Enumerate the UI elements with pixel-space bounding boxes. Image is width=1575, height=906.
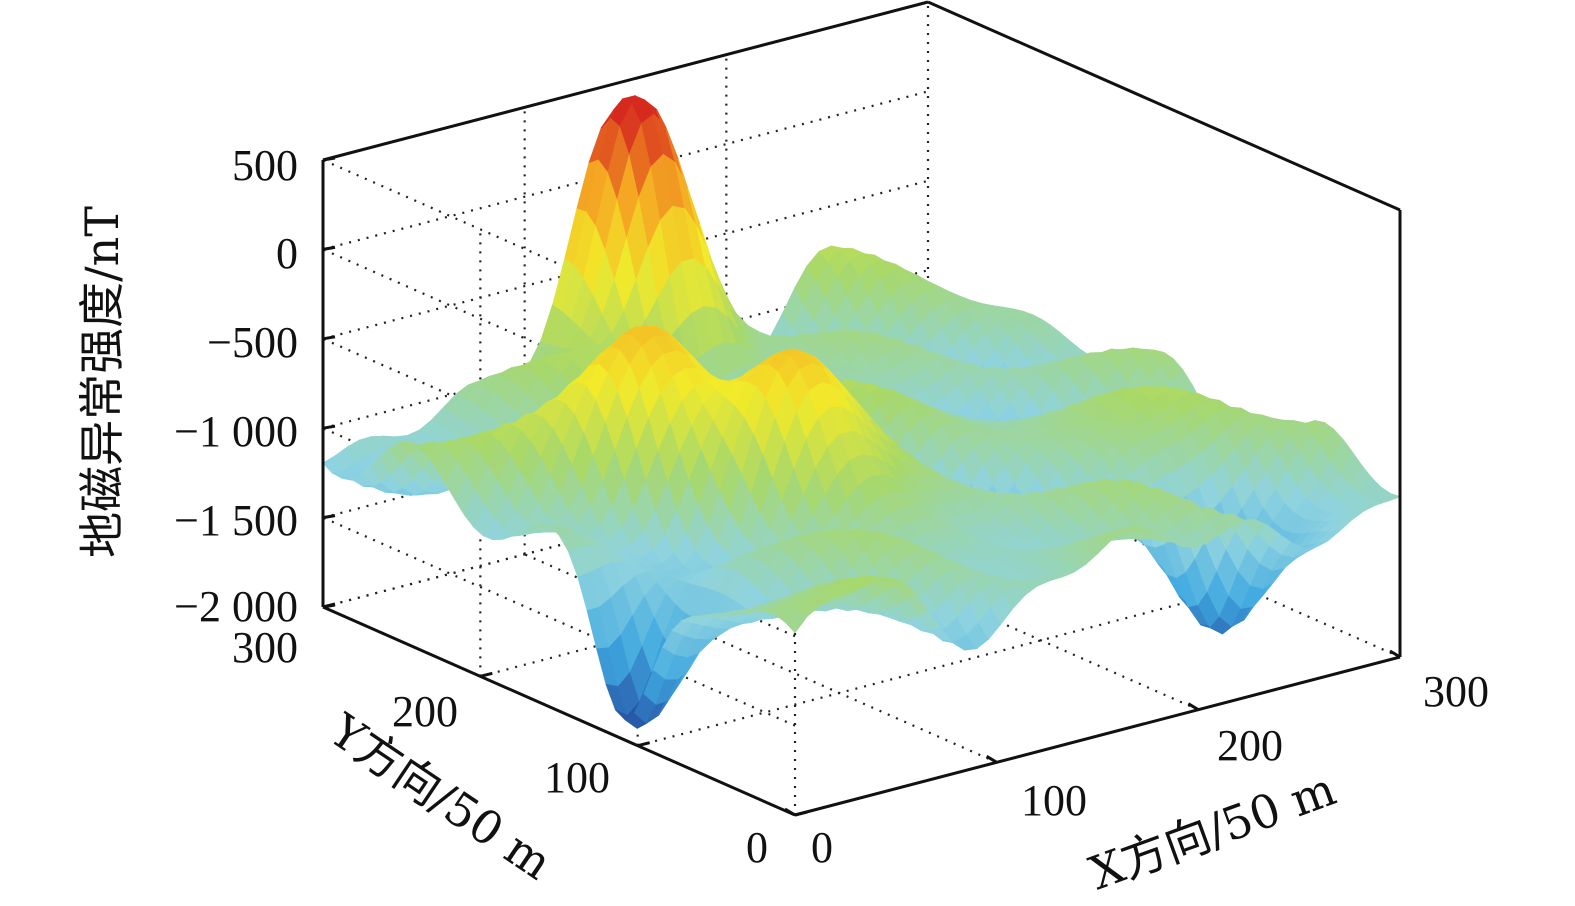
- x-tick: [1187, 702, 1200, 711]
- y-tick-label: 0: [746, 823, 768, 872]
- axis-box-edge: [927, 0, 1401, 212]
- z-tick-label: −2 000: [174, 582, 298, 631]
- z-tick-labels: 500 0 −500 −1 000 −1 500 −2 000: [174, 141, 298, 631]
- x-tick-label: 200: [1217, 721, 1283, 770]
- z-tick-label: −1 000: [174, 407, 298, 456]
- surface-mesh: [322, 95, 1402, 729]
- tick-marks: [322, 156, 1401, 817]
- x-tick: [985, 755, 998, 764]
- y-tick-label: 100: [544, 753, 610, 802]
- y-tick-label: 200: [392, 687, 458, 736]
- x-tick: [1389, 649, 1401, 659]
- z-tick: [322, 156, 336, 162]
- z-tick-label: −500: [207, 318, 298, 367]
- z-tick: [322, 424, 336, 430]
- y-tick: [637, 741, 651, 748]
- x-axis-label: X方向/50 m: [1083, 762, 1343, 901]
- axis-y: [322, 605, 796, 817]
- x-tick-labels: 0 100 200 300: [811, 667, 1489, 872]
- x-tick: [784, 807, 796, 817]
- axis-x: [794, 655, 1401, 817]
- z-tick-label: 500: [232, 141, 298, 190]
- y-tick-label: 300: [232, 623, 298, 672]
- x-tick-label: 0: [811, 823, 833, 872]
- z-tick: [322, 514, 336, 520]
- axis-box-edge: [322, 0, 929, 162]
- z-tick: [322, 245, 336, 251]
- y-tick: [794, 810, 808, 817]
- x-tick-label: 100: [1021, 776, 1087, 825]
- z-tick: [322, 335, 336, 341]
- z-tick-label: 0: [276, 229, 298, 278]
- y-tick: [479, 671, 493, 678]
- x-tick-label: 300: [1423, 667, 1489, 716]
- z-axis-label: 地磁异常强度/nT: [75, 206, 129, 558]
- z-tick-label: −1 500: [174, 496, 298, 545]
- axes-box: [321, 0, 1402, 817]
- y-tick-labels: 300 200 100 0: [232, 623, 768, 872]
- y-tick: [322, 602, 336, 609]
